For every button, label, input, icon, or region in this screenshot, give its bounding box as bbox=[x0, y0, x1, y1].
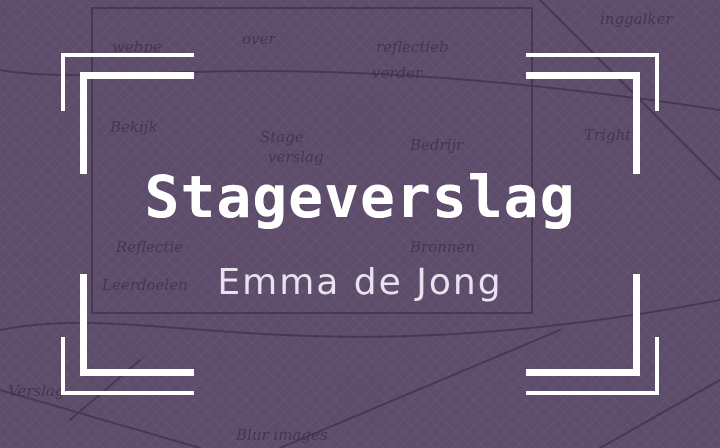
sketch-word: Stage bbox=[260, 128, 304, 146]
report-title: Stageverslag bbox=[144, 163, 576, 231]
corner-bracket-icon bbox=[61, 53, 194, 174]
sketch-word: over bbox=[242, 30, 276, 48]
sketch-word: Leerdoelen bbox=[101, 276, 188, 294]
sketch-word: Verslag bbox=[8, 382, 65, 400]
sketch-word: Bedrijr bbox=[409, 136, 464, 154]
sketch-word: verslag bbox=[268, 148, 324, 166]
corner-bracket-icon bbox=[526, 274, 659, 395]
sketch-line bbox=[599, 379, 720, 448]
sketch-line bbox=[0, 299, 720, 338]
sketch-line bbox=[0, 69, 720, 111]
sketch-word: verder bbox=[372, 64, 423, 82]
sketch-word: webpe bbox=[112, 38, 162, 56]
author-name: Emma de Jong bbox=[217, 262, 503, 303]
sketch-line bbox=[279, 329, 561, 448]
sketch-word: Reflectie bbox=[115, 238, 183, 256]
sketch-line bbox=[539, 0, 720, 181]
corner-bracket-icon bbox=[526, 53, 659, 174]
sketch-frame bbox=[91, 7, 533, 314]
sketch-word: Tright bbox=[584, 126, 632, 144]
sketch-word: Bekijk bbox=[109, 118, 158, 136]
sketch-word: inggalker bbox=[600, 10, 673, 28]
sketch-word: Bronnen bbox=[409, 238, 475, 256]
corner-bracket-icon bbox=[61, 274, 194, 395]
sketch-line bbox=[0, 389, 201, 448]
sketch-word: reflectieb bbox=[376, 38, 449, 56]
sketch-word: Blur images bbox=[235, 426, 328, 444]
